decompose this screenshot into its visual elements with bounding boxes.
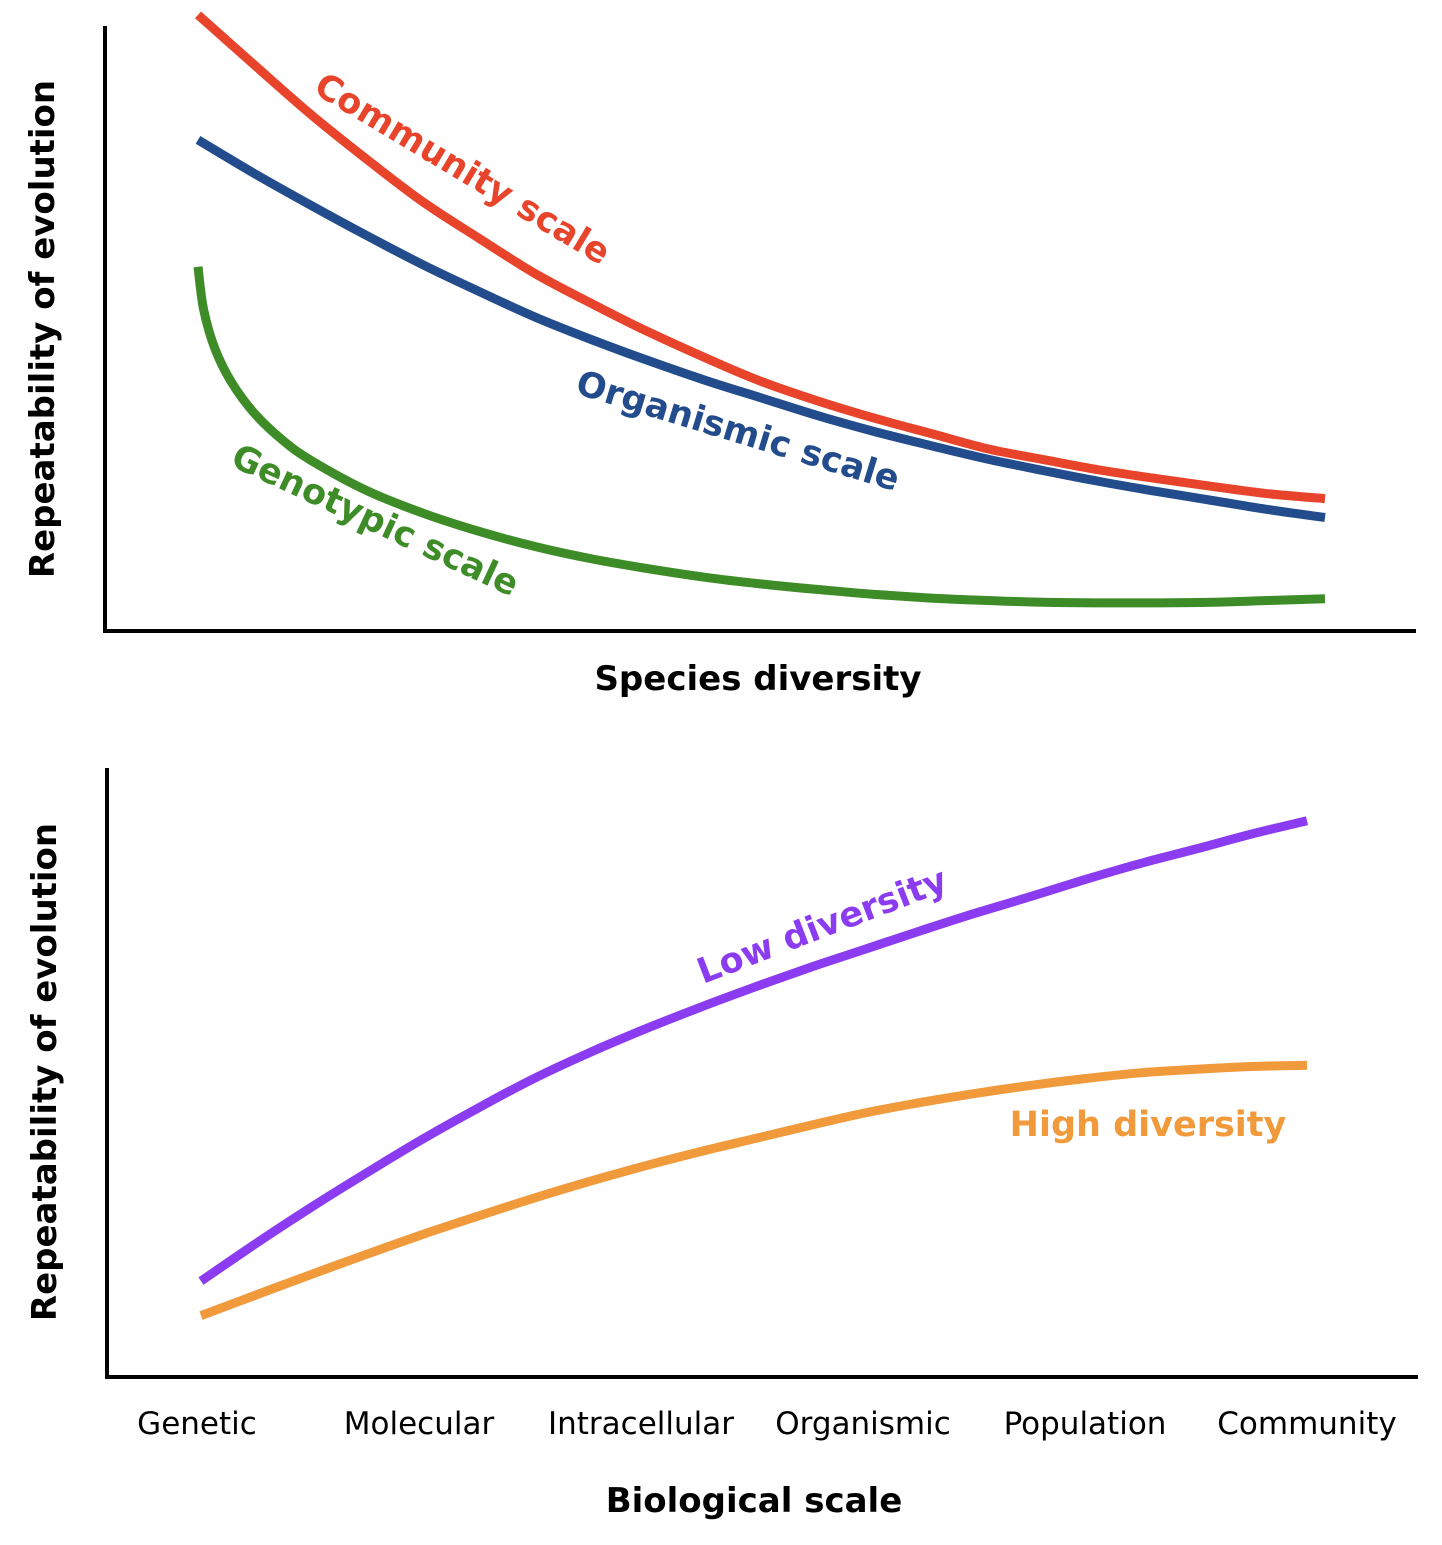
x-tick-label: Intracellular xyxy=(548,1406,734,1442)
bottom-x-axis-title: Biological scale xyxy=(606,1481,903,1521)
label-community-scale: Community scale xyxy=(307,65,617,273)
x-tick-label: Molecular xyxy=(344,1406,495,1442)
series-line-organismic-scale xyxy=(198,140,1325,518)
bottom-panel: Low diversity High diversity Genetic Mol… xyxy=(25,770,1416,1521)
label-high-diversity: High diversity xyxy=(1010,1105,1287,1145)
label-genotypic-scale: Genotypic scale xyxy=(225,437,525,605)
top-x-axis-title: Species diversity xyxy=(594,659,921,699)
x-tick-label: Organismic xyxy=(775,1406,951,1442)
x-tick-label: Genetic xyxy=(137,1406,257,1442)
series-line-low-diversity xyxy=(201,821,1307,1281)
top-panel: Community scale Organismic scale Genotyp… xyxy=(23,15,1414,699)
x-tick-label: Community xyxy=(1217,1406,1396,1442)
x-tick-label: Population xyxy=(1004,1406,1167,1442)
figure: Community scale Organismic scale Genotyp… xyxy=(0,0,1442,1545)
series-line-high-diversity xyxy=(201,1065,1307,1315)
bottom-y-axis-title: Repeatability of evolution xyxy=(25,823,65,1321)
top-y-axis-title: Repeatability of evolution xyxy=(23,80,63,578)
label-low-diversity: Low diversity xyxy=(692,860,953,992)
label-organismic-scale: Organismic scale xyxy=(571,363,904,499)
